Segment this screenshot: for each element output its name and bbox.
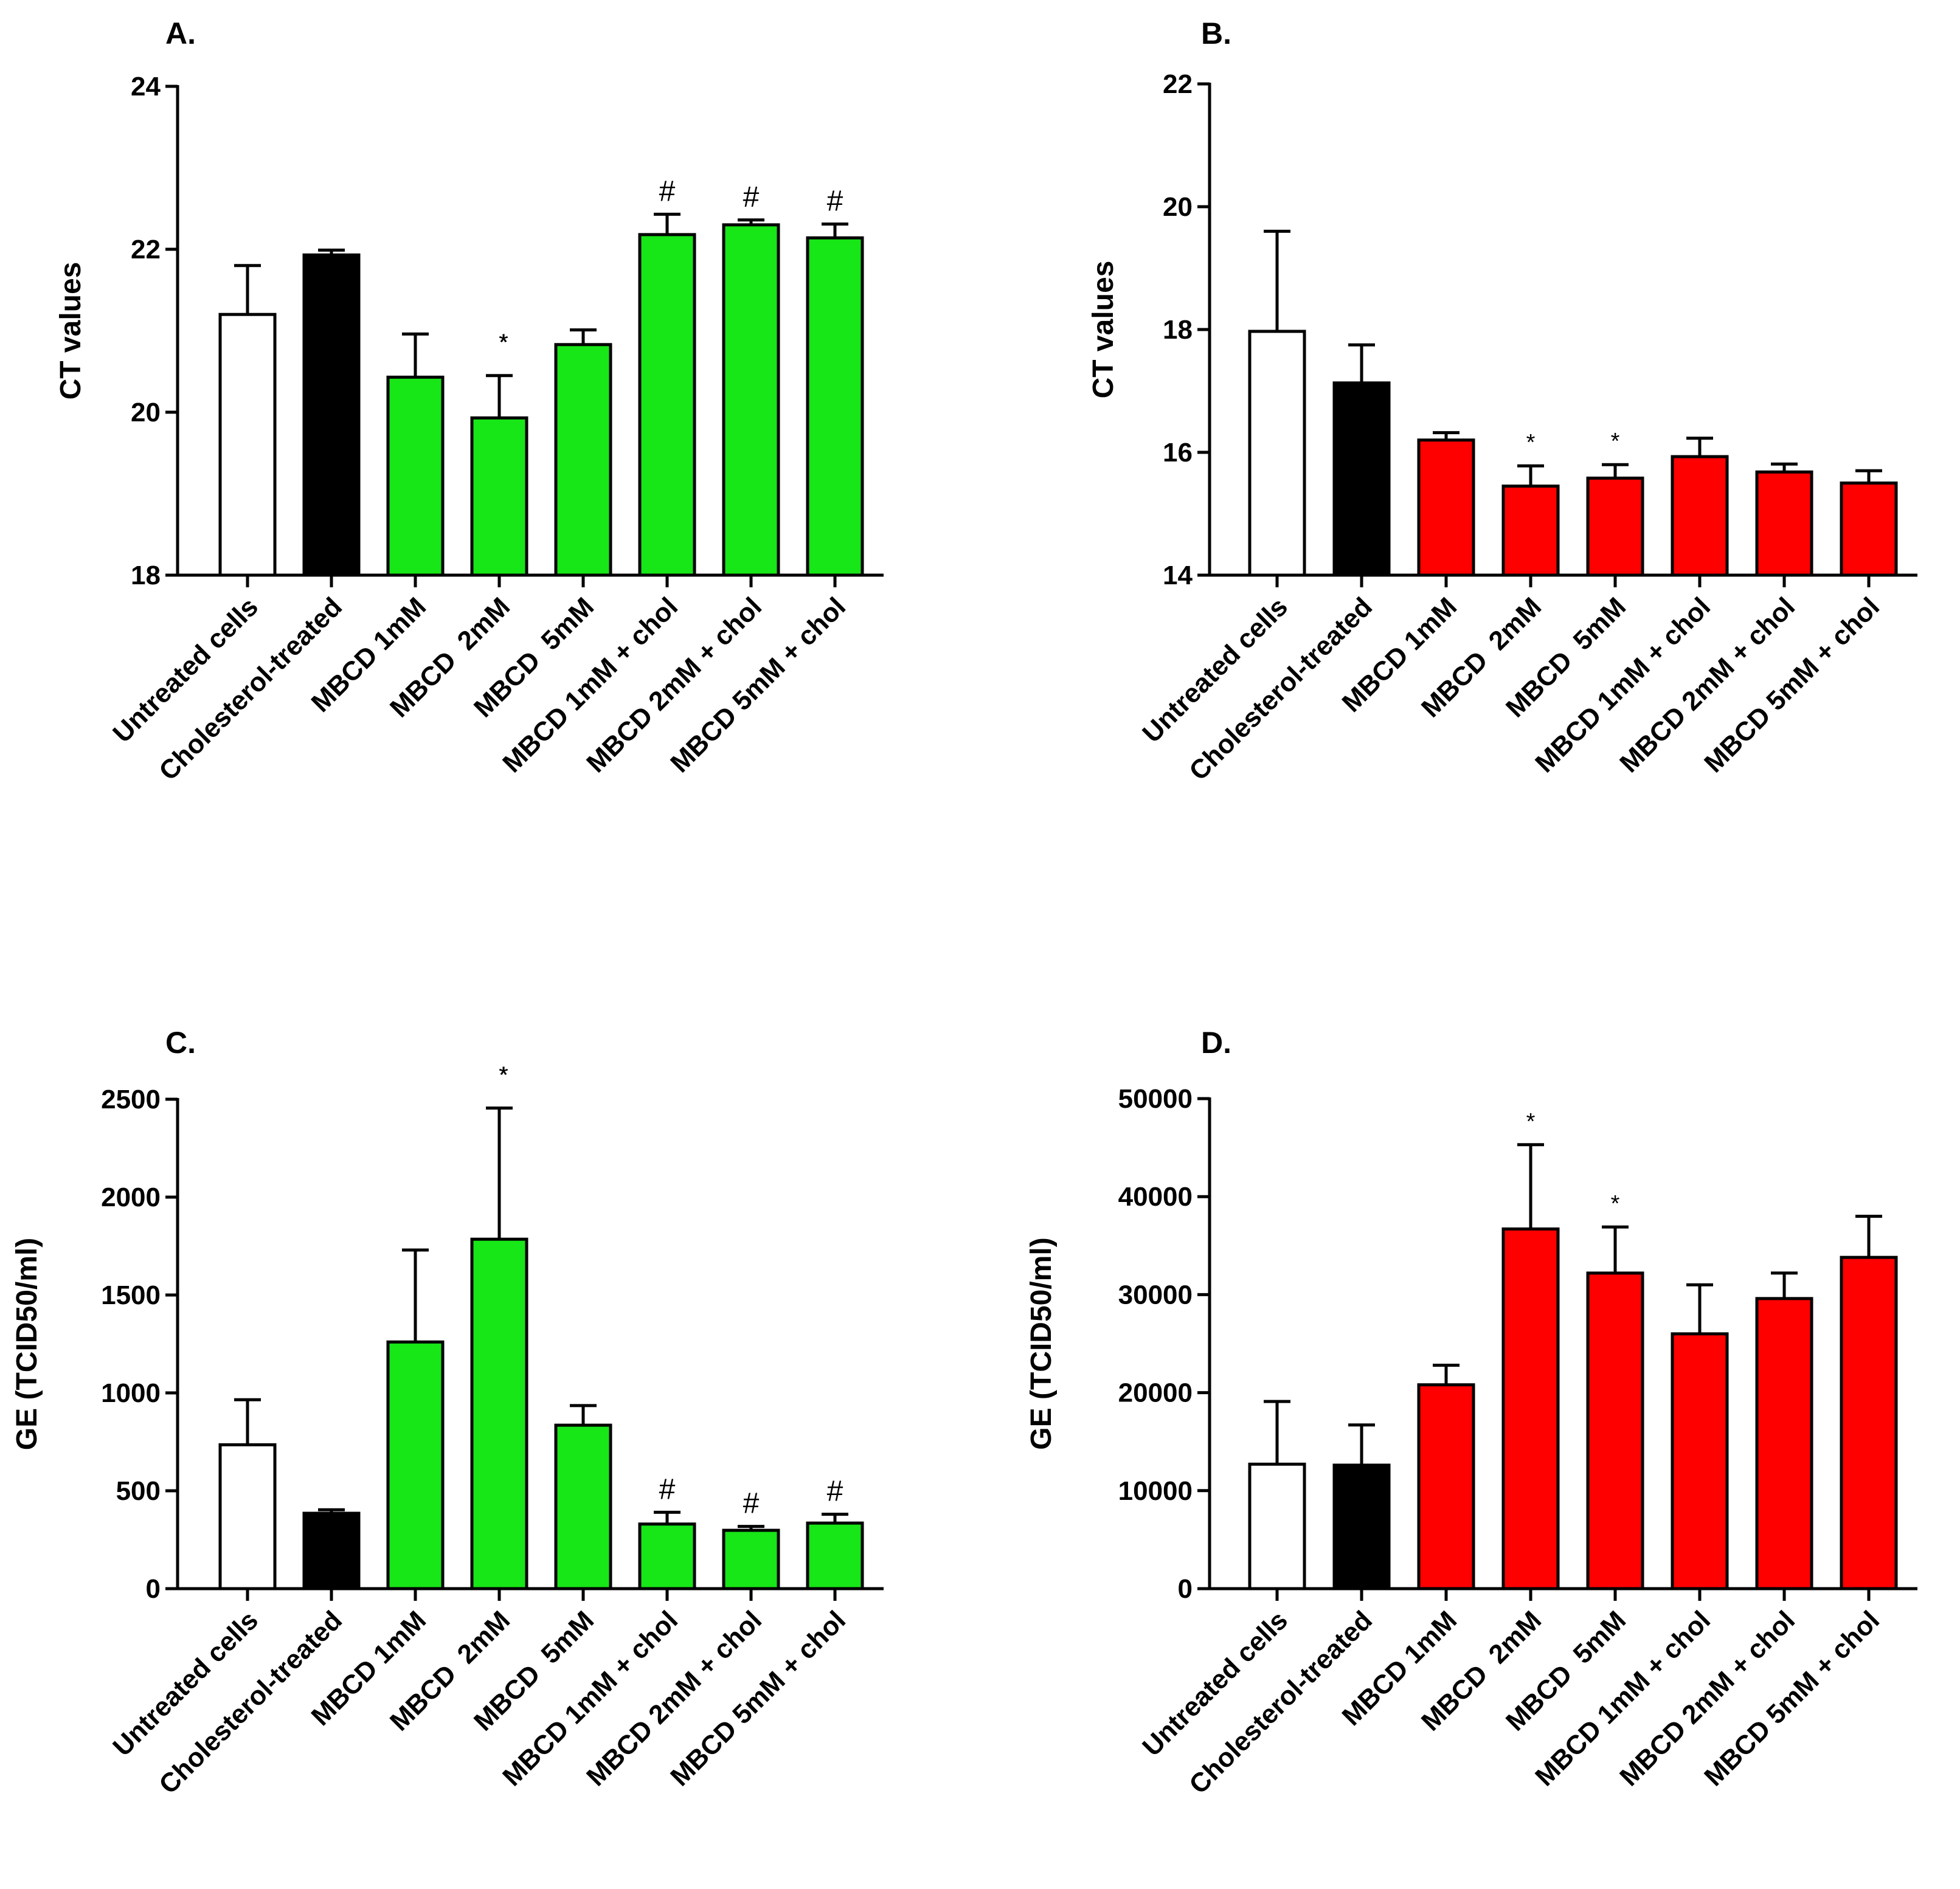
y-tick-label: 22	[131, 235, 161, 264]
panel-letter: A.	[165, 16, 196, 50]
significance-marker: #	[743, 181, 760, 213]
bar-3	[1417, 1383, 1475, 1590]
bar-5	[1586, 476, 1644, 577]
y-tick-label: 18	[131, 561, 161, 590]
significance-marker: *	[1611, 1191, 1620, 1217]
bar-7	[722, 1528, 780, 1590]
y-tick-label: 18	[1163, 315, 1193, 345]
y-tick-label: 20000	[1118, 1378, 1193, 1408]
chart-panel-4: D. GE (TCID50/ml) 0 10000 20000 30000 40000 500…	[1025, 1026, 1917, 1800]
bar-7	[1755, 470, 1813, 577]
y-tick-label: 20	[1163, 192, 1193, 222]
y-axis-title: CT values	[1087, 261, 1120, 399]
y-tick-label: 0	[146, 1574, 161, 1604]
y-tick-label: 24	[131, 72, 161, 102]
bar-6	[1671, 455, 1729, 577]
y-tick-label: 22	[1163, 69, 1193, 99]
significance-marker: *	[1526, 430, 1536, 455]
bar-1	[218, 313, 277, 577]
bar-1	[1248, 1462, 1306, 1590]
significance-marker: **	[499, 1062, 508, 1088]
significance-marker: *	[1526, 1109, 1536, 1134]
significance-marker: **	[499, 330, 508, 356]
y-axis-title: GE (TCID50/ml)	[1025, 1237, 1058, 1449]
bar-6	[638, 233, 696, 577]
bar-7	[722, 223, 780, 577]
y-tick-label: 16	[1163, 438, 1193, 468]
y-tick-label: 500	[116, 1476, 161, 1506]
x-category-label: Untreated cells	[1137, 592, 1293, 748]
bar-6	[638, 1522, 696, 1590]
y-tick-label: 1000	[101, 1378, 161, 1408]
bar-1	[1248, 330, 1306, 577]
bar-4	[1501, 1227, 1560, 1590]
bar-4	[470, 1237, 528, 1590]
bar-8	[806, 236, 864, 577]
bar-8	[1840, 482, 1898, 577]
bar-5	[554, 1423, 612, 1590]
x-category-label: Untreated cells	[1137, 1605, 1293, 1762]
bar-2	[1332, 1463, 1391, 1590]
y-axis-title: CT values	[55, 262, 87, 400]
bar-8	[1840, 1255, 1898, 1590]
bar-2	[302, 1511, 361, 1590]
significance-marker: *	[1611, 429, 1620, 454]
significance-marker: #	[743, 1488, 760, 1520]
chart-panel-3: C. GE (TCID50/ml) 0 500 1000 1500 2000 2500 Untr…	[11, 1026, 884, 1800]
y-tick-label: 2000	[101, 1183, 161, 1212]
bar-5	[1586, 1271, 1644, 1590]
y-tick-label: 50000	[1118, 1084, 1193, 1114]
y-tick-label: 40000	[1118, 1182, 1193, 1212]
bar-8	[806, 1521, 864, 1590]
y-tick-label: 20	[131, 398, 161, 427]
bar-3	[386, 375, 445, 577]
y-tick-label: 2500	[101, 1085, 161, 1114]
panel-letter: D.	[1201, 1026, 1231, 1060]
bar-4	[1501, 485, 1560, 577]
y-tick-label: 10000	[1118, 1476, 1193, 1506]
y-tick-label: 0	[1178, 1574, 1193, 1604]
significance-marker: #	[827, 1476, 843, 1508]
x-category-label: Untreated cells	[107, 592, 264, 748]
significance-marker: #	[827, 185, 843, 217]
y-axis-title: GE (TCID50/ml)	[11, 1238, 43, 1450]
bar-4	[470, 416, 528, 577]
bar-1	[218, 1443, 277, 1590]
bar-3	[386, 1340, 445, 1590]
y-tick-label: 14	[1163, 561, 1193, 590]
bar-7	[1755, 1297, 1813, 1590]
x-category-label: Untreated cells	[107, 1605, 264, 1762]
bar-3	[1417, 438, 1475, 577]
bar-2	[1332, 381, 1391, 577]
y-tick-label: 1500	[101, 1280, 161, 1310]
bar-5	[554, 343, 612, 577]
y-tick-label: 30000	[1118, 1280, 1193, 1310]
bar-2	[302, 253, 361, 577]
panel-letter: B.	[1201, 16, 1231, 50]
bar-6	[1671, 1332, 1729, 1590]
significance-marker: #	[659, 175, 676, 207]
panel-letter: C.	[165, 1026, 196, 1060]
significance-marker: #	[659, 1473, 676, 1505]
